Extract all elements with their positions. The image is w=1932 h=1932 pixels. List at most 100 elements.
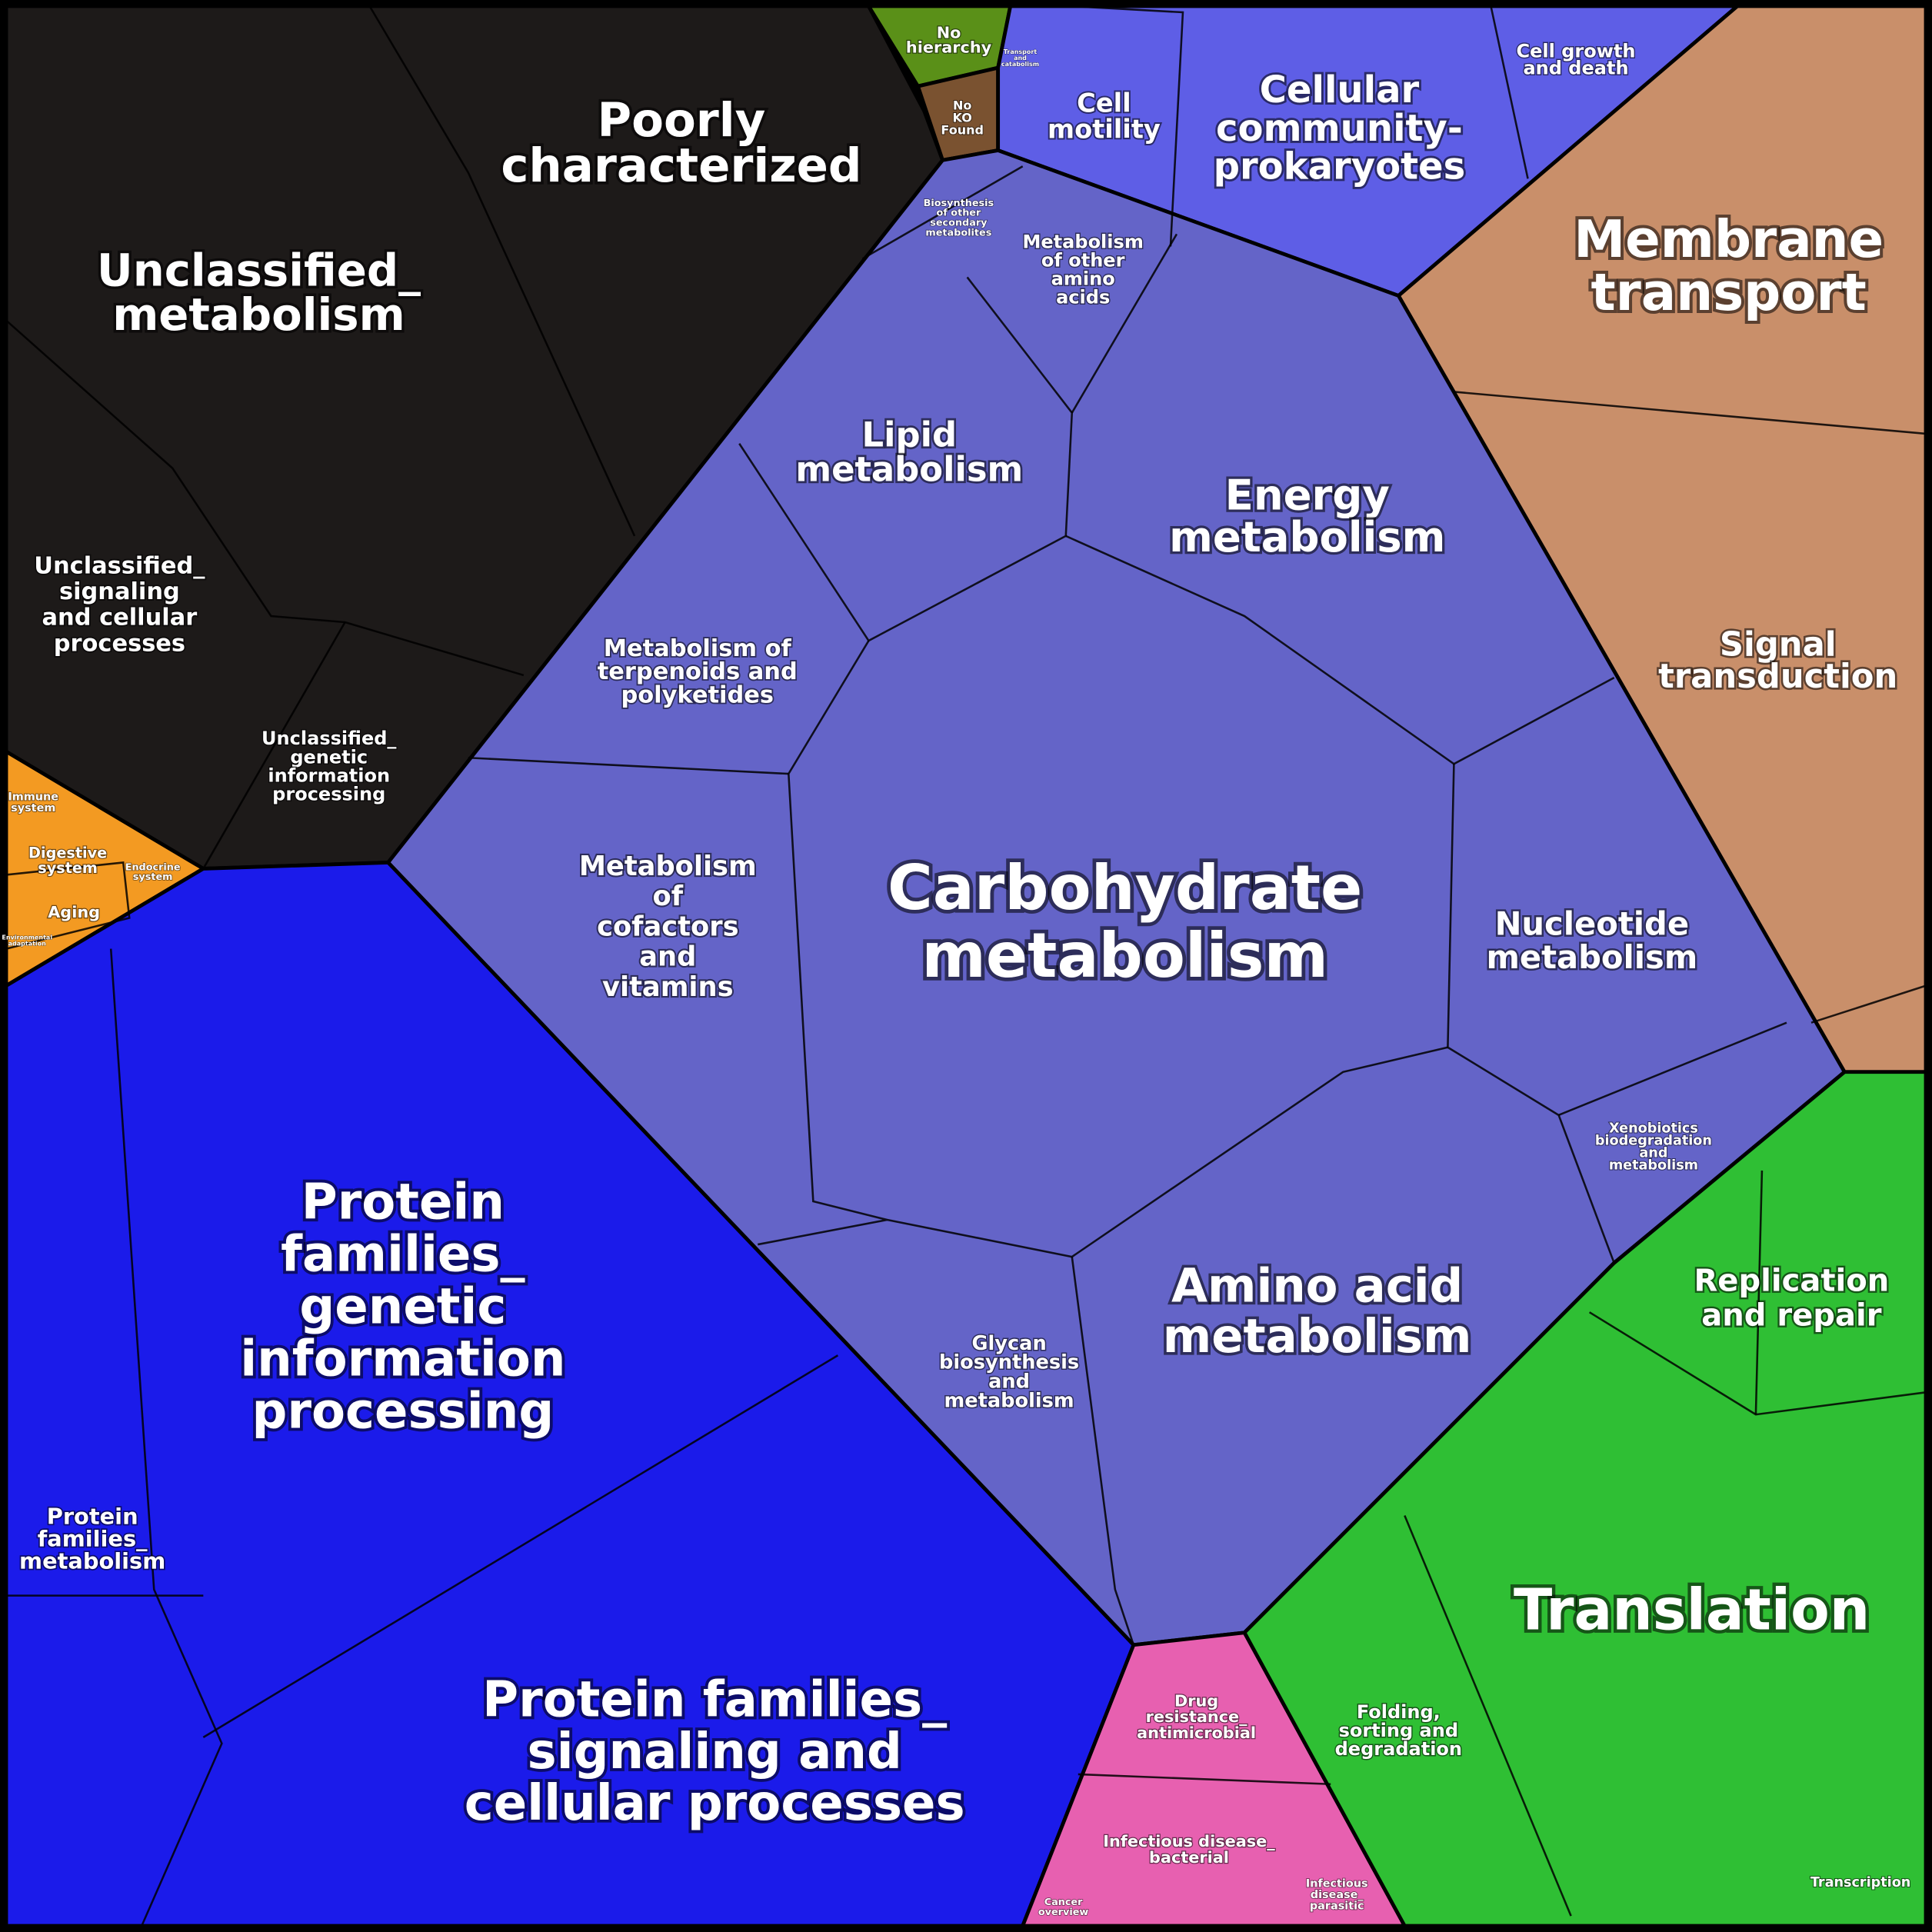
region-label: Poorly [598, 93, 766, 148]
boundary [1447, 764, 1615, 1264]
region-label: sorting and [1339, 1720, 1459, 1741]
region-label: Cellular [1260, 68, 1420, 112]
region-label: bacterial [1149, 1848, 1229, 1867]
region-label: metabolism [1169, 512, 1445, 561]
region-label: Infectious disease_ [1103, 1832, 1275, 1850]
region-label: and [1014, 55, 1027, 62]
region-label: Immune [8, 791, 58, 804]
region-label: prokaryotes [1214, 145, 1466, 188]
region-label: metabolism [112, 288, 405, 341]
region-label: Glycan [971, 1332, 1046, 1355]
region-label: system [133, 871, 173, 883]
region-label: metabolism [944, 1389, 1074, 1412]
region-label: KO [953, 110, 972, 125]
boundary [1071, 5, 1184, 247]
region-label: transduction [1658, 658, 1897, 696]
region-label: information [240, 1331, 565, 1388]
region-label: Cell growth [1516, 40, 1635, 62]
region-label: metabolism [1163, 1309, 1472, 1364]
region-label: and [988, 1370, 1030, 1393]
region-label: system [38, 859, 98, 877]
region-label: polyketides [621, 682, 774, 709]
region-label: metabolites [925, 227, 991, 238]
region-label: community- [1216, 107, 1463, 150]
region-label: Energy [1225, 470, 1390, 519]
region-label: Folding, [1357, 1701, 1441, 1723]
boundary [1454, 391, 1927, 435]
region-label: adaptation [8, 941, 47, 948]
region-label: processing [252, 1384, 555, 1441]
region-label: No [953, 98, 971, 112]
region-label: Drug [1174, 1691, 1218, 1710]
boundary [5, 861, 131, 950]
region-label: of other [936, 208, 981, 219]
region-label: genetic [299, 1279, 506, 1336]
region-label: Unclassified_ [34, 552, 205, 579]
boundary [1754, 1170, 1764, 1415]
region-label: processing [272, 783, 385, 804]
region-label: Nucleotide [1495, 905, 1690, 943]
region-label: metabolism [1486, 938, 1697, 976]
region-label: Membrane [1574, 209, 1884, 269]
region-label: acids [1056, 287, 1110, 308]
boundary [5, 319, 525, 677]
region-label: No [937, 23, 961, 42]
region-label: secondary [930, 217, 988, 228]
region-label: of other [1041, 250, 1125, 271]
region-label: Unclassified_ [97, 244, 421, 296]
region-label: Cancer [1044, 1897, 1083, 1908]
boundary [202, 621, 346, 870]
region-label: degradation [1335, 1738, 1462, 1760]
region-label: Protein families_ [482, 1672, 948, 1729]
region-label: biodegradation [1595, 1133, 1712, 1148]
region-label: parasitic [1310, 1900, 1364, 1912]
boundary [368, 5, 636, 537]
region-label: catabolism [1001, 61, 1039, 68]
boundary [1810, 984, 1927, 1024]
boundary [1558, 1021, 1787, 1117]
region-label: and [1639, 1146, 1667, 1161]
boundary [1065, 535, 1615, 765]
region-label: Found [941, 122, 984, 137]
region-label: processes [54, 630, 185, 657]
region-label: Unclassified_ [261, 728, 397, 749]
region-label: Translation [1514, 1578, 1870, 1644]
boundary [1490, 5, 1529, 179]
region-label: biosynthesis [939, 1351, 1079, 1374]
region-label: Environmental [2, 934, 52, 941]
region-label: characterized [501, 138, 861, 193]
region-label: signaling [59, 578, 180, 605]
region-label: information [268, 764, 390, 786]
region-label: Signal [1720, 626, 1837, 665]
region-label: Protein [301, 1174, 505, 1231]
region-label: Carbohydrate [888, 852, 1362, 924]
boundary [887, 1046, 1448, 1258]
region-label: transport [1591, 262, 1866, 322]
boundary [202, 1354, 839, 1738]
region-label: overview [1038, 1907, 1089, 1918]
region-label: Metabolism [1023, 232, 1144, 253]
region-label: Transcription [1810, 1875, 1911, 1890]
region-label: Metabolism [579, 851, 757, 882]
region-label: antimicrobial [1137, 1724, 1256, 1742]
region-label: Cell [1077, 88, 1131, 118]
region-label: amino [1051, 268, 1115, 290]
region-label: Aging [48, 903, 100, 921]
region-label: and repair [1701, 1298, 1881, 1334]
region-label: Amino acid [1171, 1258, 1463, 1313]
region-label: metabolism [19, 1547, 165, 1574]
region-label: Biosynthesis [924, 198, 994, 209]
region-label: metabolism [1609, 1158, 1698, 1174]
region-label: metabolism [921, 920, 1328, 991]
region-label: and [639, 941, 696, 973]
region-label: terpenoids and [598, 658, 798, 685]
boundary [109, 948, 223, 1927]
boundary [1078, 1773, 1331, 1786]
region-label: genetic [290, 746, 368, 768]
boundary [1071, 233, 1178, 414]
region-label: system [11, 802, 55, 814]
sub-boundaries [5, 5, 1927, 1927]
boundary [1071, 1256, 1135, 1646]
region-label: families_ [281, 1226, 525, 1283]
